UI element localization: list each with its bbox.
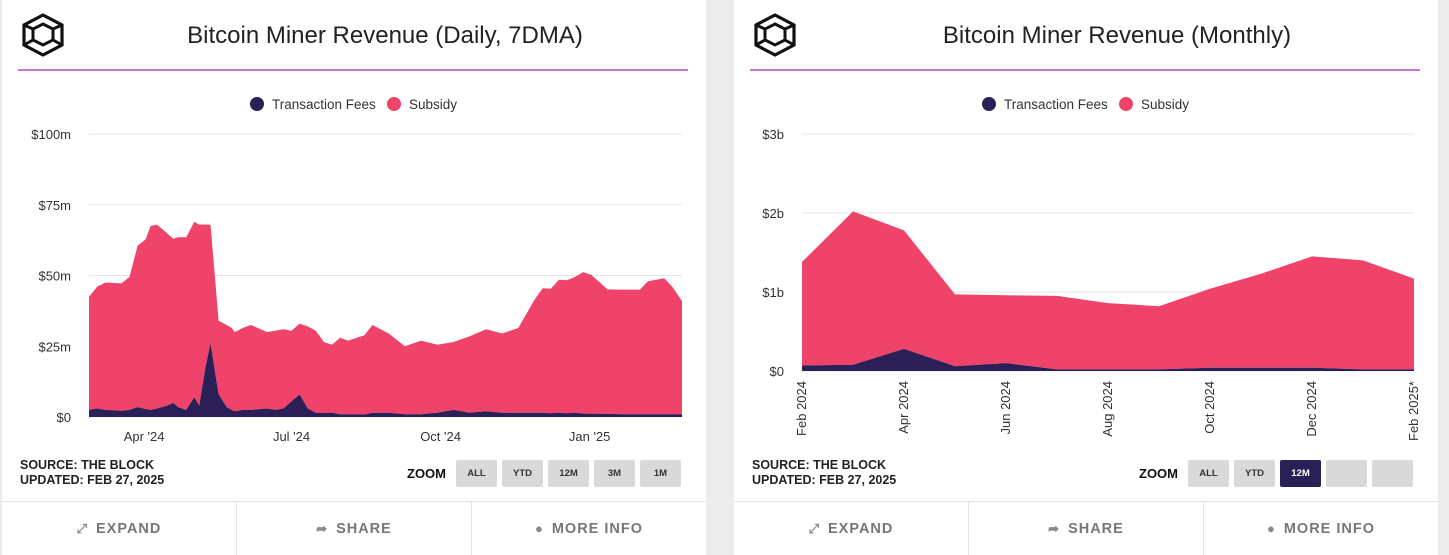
expand-button[interactable]: ⤢ EXPAND [734, 502, 969, 555]
share-button[interactable]: ➦ SHARE [237, 502, 472, 555]
action-bar: ⤢ EXPAND ➦ SHARE ● MORE INFO [734, 501, 1438, 555]
updated-text: UPDATED: FEB 27, 2025 [20, 473, 165, 487]
info-circle-icon: ● [1266, 521, 1275, 536]
share-arrow-icon: ➦ [316, 520, 328, 536]
card-header: Bitcoin Miner Revenue (Monthly) [734, 0, 1438, 71]
x-tick-label: Feb 2024 [794, 381, 809, 436]
monthly-revenue-chart: Transaction Fees Subsidy $0 $1b $2b $3b Feb… [762, 97, 1421, 441]
legend-label-subsidy[interactable]: Subsidy [409, 97, 457, 112]
x-tick-label: Aug 2024 [1100, 381, 1115, 437]
expand-label: EXPAND [96, 520, 162, 537]
expand-arrows-icon: ⤢ [808, 520, 820, 536]
x-tick-label: Dec 2024 [1304, 381, 1319, 437]
legend-marker-fees [250, 97, 264, 111]
title-divider [18, 69, 688, 71]
y-tick-label: $1b [762, 285, 784, 300]
legend-label-fees[interactable]: Transaction Fees [272, 97, 376, 112]
zoom-label: ZOOM [1139, 466, 1178, 481]
y-tick-label: $0 [57, 410, 71, 425]
chart-title: Bitcoin Miner Revenue (Monthly) [942, 22, 1292, 49]
expand-arrows-icon: ⤢ [76, 520, 88, 536]
zoom-12m-button[interactable]: 12M [1280, 460, 1321, 487]
x-tick-label: Apr 2024 [896, 381, 911, 434]
chart-title: Bitcoin Miner Revenue (Daily, 7DMA) [187, 22, 583, 49]
zoom-ytd-button[interactable]: YTD [502, 460, 543, 487]
card-header: Bitcoin Miner Revenue (Daily, 7DMA) [2, 0, 706, 71]
x-tick-label: Jun 2024 [998, 381, 1013, 435]
share-button[interactable]: ➦ SHARE [969, 502, 1204, 555]
expand-label: EXPAND [828, 520, 894, 537]
zoom-all-button[interactable]: ALL [456, 460, 497, 487]
the-block-logo-icon [22, 13, 64, 57]
more-info-label: MORE INFO [1283, 520, 1376, 537]
updated-text: UPDATED: FEB 27, 2025 [752, 473, 897, 487]
zoom-controls: ZOOM ALL YTD 12M 3M 1M [407, 460, 686, 487]
share-label: SHARE [1068, 520, 1124, 537]
x-tick-label: Jul '24 [273, 429, 310, 444]
daily-revenue-chart: Transaction Fees Subsidy $0$25m$50m$75m$… [31, 97, 682, 444]
x-tick-label: Feb 2025* [1406, 381, 1421, 441]
legend-marker-subsidy [1119, 97, 1133, 111]
legend-label-subsidy[interactable]: Subsidy [1141, 97, 1189, 112]
zoom-blank-button-2[interactable] [1372, 460, 1413, 487]
legend-marker-subsidy [387, 97, 401, 111]
y-tick-label: $100m [31, 127, 71, 142]
y-tick-label: $75m [38, 198, 71, 213]
source-note: SOURCE: THE BLOCK UPDATED: FEB 27, 2025 [20, 458, 164, 488]
subsidy-area[interactable] [89, 221, 682, 415]
y-axis-labels: $0 $25m $50m $75m $100m [31, 127, 71, 425]
transaction-fees-area[interactable] [89, 343, 682, 417]
x-axis-labels: Apr '24 Jul '24 Oct '24 Jan '25 [124, 429, 611, 444]
y-tick-label: $0 [770, 364, 784, 379]
zoom-blank-button-1[interactable] [1326, 460, 1367, 487]
share-label: SHARE [336, 520, 392, 537]
legend: Transaction Fees Subsidy [982, 97, 1189, 112]
area-series [802, 211, 1414, 371]
source-text: SOURCE: THE BLOCK [752, 458, 887, 472]
source-note: SOURCE: THE BLOCK UPDATED: FEB 27, 2025 [752, 458, 896, 488]
y-tick-label: $25m [38, 339, 71, 354]
zoom-1m-button[interactable]: 1M [640, 460, 681, 487]
zoom-12m-button[interactable]: 12M [548, 460, 589, 487]
chart-card-daily: Bitcoin Miner Revenue (Daily, 7DMA) Tran… [2, 0, 706, 555]
zoom-all-button[interactable]: ALL [1188, 460, 1229, 487]
y-axis-labels: $0 $1b $2b $3b [762, 127, 784, 379]
zoom-label: ZOOM [407, 466, 446, 481]
transaction-fees-area[interactable] [802, 348, 1414, 371]
expand-button[interactable]: ⤢ EXPAND [2, 502, 237, 555]
share-arrow-icon: ➦ [1048, 520, 1060, 536]
action-bar: ⤢ EXPAND ➦ SHARE ● MORE INFO [2, 501, 706, 555]
legend: Transaction Fees Subsidy [250, 97, 457, 112]
more-info-label: MORE INFO [551, 520, 644, 537]
x-tick-label: Jan '25 [569, 429, 611, 444]
the-block-logo-icon [754, 13, 796, 57]
area-series [89, 221, 682, 417]
legend-marker-fees [982, 97, 996, 111]
chart-card-monthly: Bitcoin Miner Revenue (Monthly) Transact… [734, 0, 1438, 555]
source-text: SOURCE: THE BLOCK [20, 458, 155, 472]
x-tick-label: Oct '24 [420, 429, 461, 444]
info-circle-icon: ● [534, 521, 543, 536]
y-tick-label: $2b [762, 206, 784, 221]
zoom-ytd-button[interactable]: YTD [1234, 460, 1275, 487]
x-tick-label: Oct 2024 [1202, 381, 1217, 434]
y-tick-label: $50m [38, 269, 71, 284]
legend-label-fees[interactable]: Transaction Fees [1004, 97, 1108, 112]
zoom-3m-button[interactable]: 3M [594, 460, 635, 487]
y-tick-label: $3b [762, 127, 784, 142]
x-axis-labels: Feb 2024 Apr 2024 Jun 2024 Aug 2024 Oct 2024… [794, 381, 1421, 441]
x-tick-label: Apr '24 [124, 429, 165, 444]
more-info-button[interactable]: ● MORE INFO [472, 502, 706, 555]
subsidy-area[interactable] [802, 211, 1414, 370]
more-info-button[interactable]: ● MORE INFO [1204, 502, 1438, 555]
title-divider [750, 69, 1420, 71]
zoom-controls: ZOOM ALL YTD 12M [1139, 460, 1418, 487]
